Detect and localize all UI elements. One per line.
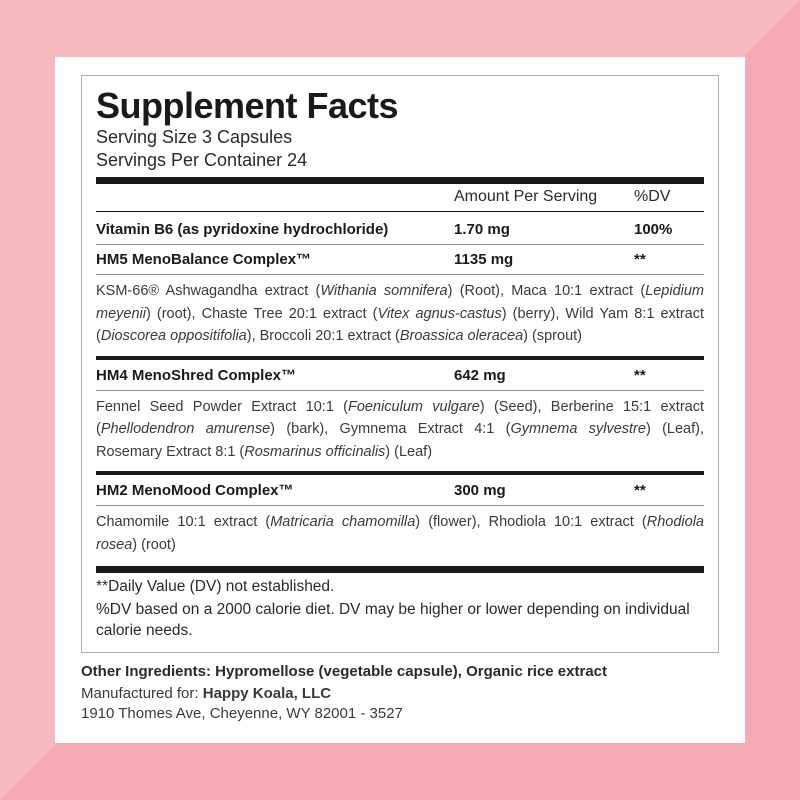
ingredient-amount: 1135 mg <box>454 251 634 268</box>
ingredient-dv: 100% <box>634 221 704 238</box>
ingredient-row: Vitamin B6 (as pyridoxine hydrochloride)… <box>96 218 704 241</box>
rule-med <box>96 356 704 360</box>
header-dv: %DV <box>634 188 704 206</box>
ingredient-amount: 642 mg <box>454 367 634 384</box>
servings-per-container: Servings Per Container 24 <box>96 149 704 172</box>
ingredient-row: HM5 MenoBalance Complex™ 1135 mg ** <box>96 248 704 271</box>
ingredient-desc: KSM-66® Ashwagandha extract (Withania so… <box>96 278 704 351</box>
ingredient-dv: ** <box>634 367 704 384</box>
rule-thick <box>96 177 704 184</box>
header-amount: Amount Per Serving <box>454 188 634 206</box>
ingredient-name: Vitamin B6 (as pyridoxine hydrochloride) <box>96 221 454 238</box>
ingredient-name: HM4 MenoShred Complex™ <box>96 367 454 384</box>
rule <box>96 505 704 506</box>
manufacturer: Manufactured for: Happy Koala, LLC 1910 … <box>81 684 719 725</box>
ingredient-row: HM2 MenoMood Complex™ 300 mg ** <box>96 479 704 502</box>
title: Supplement Facts <box>96 88 704 124</box>
footnote-dv-basis: %DV based on a 2000 calorie diet. DV may… <box>96 598 704 642</box>
rule <box>96 390 704 391</box>
facts-panel: Supplement Facts Serving Size 3 Capsules… <box>55 57 745 742</box>
ingredient-amount: 1.70 mg <box>454 221 634 238</box>
ingredient-name: HM5 MenoBalance Complex™ <box>96 251 454 268</box>
manufacturer-company: Happy Koala, LLC <box>203 685 331 702</box>
serving-size: Serving Size 3 Capsules <box>96 126 704 149</box>
column-headers: Amount Per Serving %DV <box>96 186 704 208</box>
ingredient-amount: 300 mg <box>454 482 634 499</box>
ingredient-desc: Fennel Seed Powder Extract 10:1 (Foenicu… <box>96 394 704 467</box>
rule-med <box>96 471 704 475</box>
rule-thick <box>96 566 704 573</box>
ingredient-desc: Chamomile 10:1 extract (Matricaria chamo… <box>96 509 704 560</box>
manufacturer-label: Manufactured for: <box>81 685 203 702</box>
rule <box>96 274 704 275</box>
ingredient-dv: ** <box>634 482 704 499</box>
ingredient-dv: ** <box>634 251 704 268</box>
ingredient-row: HM4 MenoShred Complex™ 642 mg ** <box>96 364 704 387</box>
manufacturer-address: 1910 Thomes Ave, Cheyenne, WY 82001 - 35… <box>81 705 403 722</box>
rule <box>96 244 704 245</box>
ingredient-name: HM2 MenoMood Complex™ <box>96 482 454 499</box>
rule <box>96 211 704 212</box>
other-ingredients: Other Ingredients: Hypromellose (vegetab… <box>81 663 719 680</box>
facts-inner-box: Supplement Facts Serving Size 3 Capsules… <box>81 75 719 653</box>
footnote-dv-not-established: **Daily Value (DV) not established. <box>96 575 704 598</box>
